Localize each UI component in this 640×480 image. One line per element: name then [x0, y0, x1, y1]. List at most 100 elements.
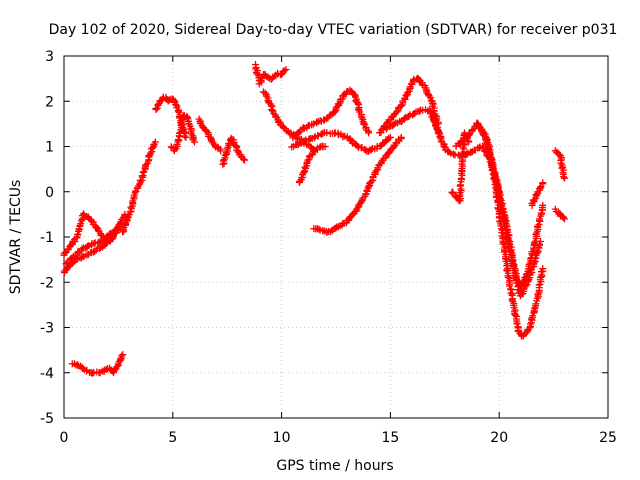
data-point — [296, 177, 304, 185]
data-point — [539, 265, 547, 273]
series-arc-end-2 — [551, 205, 568, 223]
data-point — [354, 142, 362, 150]
data-point — [560, 174, 568, 182]
data-point — [191, 138, 199, 146]
data-point — [172, 101, 180, 109]
data-point — [331, 108, 339, 116]
grid — [64, 56, 608, 418]
plot-area — [60, 61, 568, 377]
data-point — [527, 315, 535, 323]
y-tick-label: -1 — [40, 230, 54, 246]
data-point — [450, 150, 458, 158]
data-point — [70, 360, 78, 368]
data-point — [385, 148, 393, 156]
data-point — [310, 147, 318, 155]
data-point — [454, 151, 462, 159]
data-point — [508, 256, 516, 264]
data-point — [372, 167, 380, 175]
data-point — [416, 107, 424, 115]
data-point — [280, 67, 288, 75]
data-point — [252, 65, 260, 73]
data-point — [403, 89, 411, 97]
series-arc-decline-9h — [259, 88, 318, 155]
y-tick-label: 0 — [45, 185, 54, 201]
data-point — [465, 138, 473, 146]
data-point — [142, 161, 150, 169]
series-arc-low-mid — [310, 133, 405, 236]
data-point — [532, 231, 540, 239]
data-point — [397, 133, 405, 141]
series-arc-back — [473, 119, 547, 291]
data-point — [217, 147, 225, 155]
data-point — [239, 155, 247, 163]
data-point — [390, 120, 398, 128]
y-tick-label: 2 — [45, 94, 54, 110]
data-point — [78, 245, 86, 253]
y-tick-label: -3 — [40, 321, 54, 337]
x-tick-label: 0 — [60, 430, 69, 446]
series-arc-peak — [376, 74, 442, 137]
x-axis: 0 5 10 15 20 25 — [60, 56, 617, 446]
data-point — [530, 239, 538, 247]
data-point — [386, 133, 394, 141]
data-point — [174, 136, 182, 144]
series-arc-bump-1 — [289, 86, 373, 142]
data-point — [533, 229, 541, 237]
data-point — [234, 147, 242, 155]
data-point — [174, 107, 182, 115]
series-arc-mid-2 — [195, 115, 225, 155]
data-point — [511, 311, 519, 319]
data-point — [445, 148, 453, 156]
data-point — [534, 248, 542, 256]
y-axis: -5 -4 -3 -2 -1 0 1 2 3 — [40, 49, 608, 427]
data-point — [560, 215, 568, 223]
data-point — [560, 214, 568, 222]
x-axis-label: GPS time / hours — [276, 458, 393, 474]
data-point — [365, 129, 373, 137]
series-arc-mid-3b — [295, 142, 329, 186]
data-point — [113, 225, 121, 233]
data-point — [304, 156, 312, 164]
data-point — [175, 129, 183, 137]
series-arc-mid-1 — [167, 111, 199, 155]
data-point — [497, 204, 505, 212]
x-tick-label: 5 — [168, 430, 177, 446]
data-point — [499, 239, 507, 247]
x-tick-label: 20 — [490, 430, 508, 446]
data-point — [513, 320, 521, 328]
y-tick-label: -4 — [40, 366, 54, 382]
data-point — [539, 179, 547, 187]
data-point — [88, 369, 96, 377]
data-point — [504, 273, 512, 281]
data-point — [526, 320, 534, 328]
data-point — [182, 133, 190, 141]
data-point — [241, 156, 249, 164]
data-point — [525, 261, 533, 269]
data-point — [253, 70, 261, 78]
data-point — [321, 143, 329, 150]
series-arc-hump-1 — [152, 93, 190, 141]
data-point — [489, 166, 497, 174]
data-point — [482, 136, 490, 144]
series-arc-early-mid — [62, 224, 122, 268]
data-point — [487, 157, 495, 165]
data-point — [267, 105, 275, 113]
series-arc-9h — [252, 61, 290, 88]
data-point — [475, 122, 483, 130]
data-point — [440, 143, 448, 151]
series-arc-late — [528, 179, 547, 209]
data-point — [405, 112, 413, 120]
data-point — [147, 149, 155, 157]
data-point — [367, 178, 375, 186]
x-tick-label: 10 — [273, 430, 291, 446]
series-arc-tangle — [288, 128, 394, 155]
data-point — [300, 137, 308, 145]
y-axis-label: SDTVAR / TECUs — [8, 180, 24, 295]
data-point — [508, 296, 516, 304]
data-point — [154, 101, 162, 109]
series-arc-mid-3 — [219, 134, 249, 168]
y-tick-label: 1 — [45, 140, 54, 156]
series-arc-rise-1 — [119, 138, 159, 236]
series-arc-end — [551, 147, 568, 182]
